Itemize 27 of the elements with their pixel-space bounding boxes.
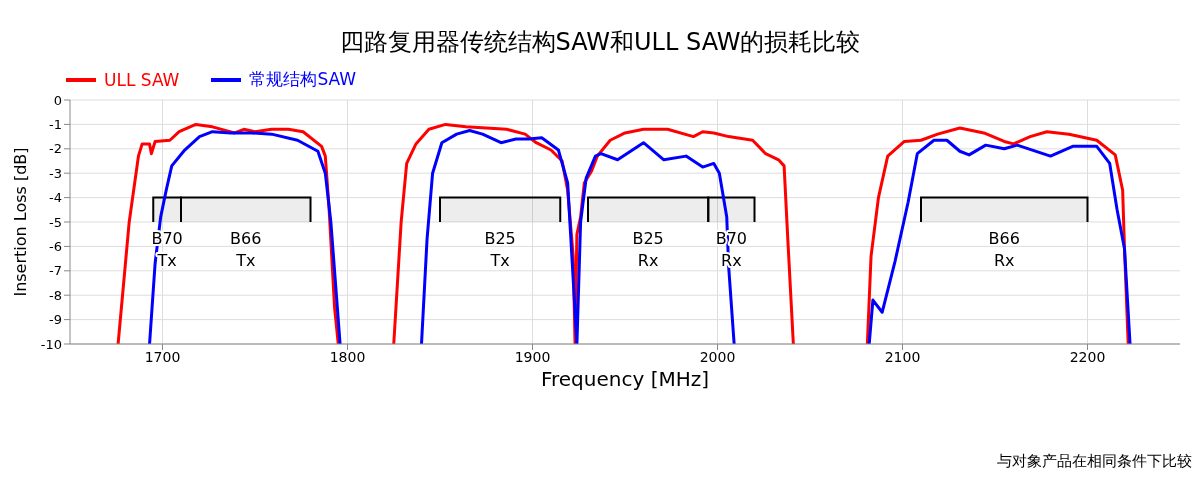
- y-tick-label: -4: [49, 190, 62, 206]
- x-tick-label: 1800: [329, 348, 366, 365]
- y-tick-label: -7: [49, 263, 62, 279]
- band-label: B25 Rx: [632, 229, 664, 270]
- y-tick-label: -8: [49, 287, 62, 303]
- band-label: B66 Tx: [230, 229, 262, 270]
- x-axis-title: Frequency [MHz]: [540, 367, 710, 391]
- x-tick-label: 2000: [699, 348, 736, 365]
- x-tick-label: 2100: [884, 348, 921, 365]
- chart-title: 四路复用器传统结构SAW和ULL SAW的损耗比较: [338, 27, 862, 58]
- y-tick-label: -3: [49, 165, 62, 181]
- legend-label: 常规结构SAW: [249, 68, 357, 91]
- y-tick-label: -1: [49, 117, 62, 133]
- y-tick-label: -2: [49, 141, 62, 157]
- band-label: B66 Rx: [988, 229, 1020, 270]
- y-tick-label: -5: [49, 214, 62, 230]
- y-tick-label: 0: [53, 92, 62, 108]
- y-axis-title: Insertion Loss [dB]: [10, 147, 30, 297]
- band-label: B25 Tx: [484, 229, 516, 270]
- legend-label: ULL SAW: [104, 69, 180, 90]
- text: 与对象产品在相同条件下比较: [997, 452, 1192, 471]
- y-tick-label: -9: [49, 312, 62, 328]
- x-tick-label: 2200: [1069, 348, 1106, 365]
- x-tick-label: 1900: [514, 348, 551, 365]
- y-tick-label: -10: [40, 336, 62, 352]
- x-tick-label: 1700: [144, 348, 181, 365]
- y-tick-label: -6: [49, 239, 62, 255]
